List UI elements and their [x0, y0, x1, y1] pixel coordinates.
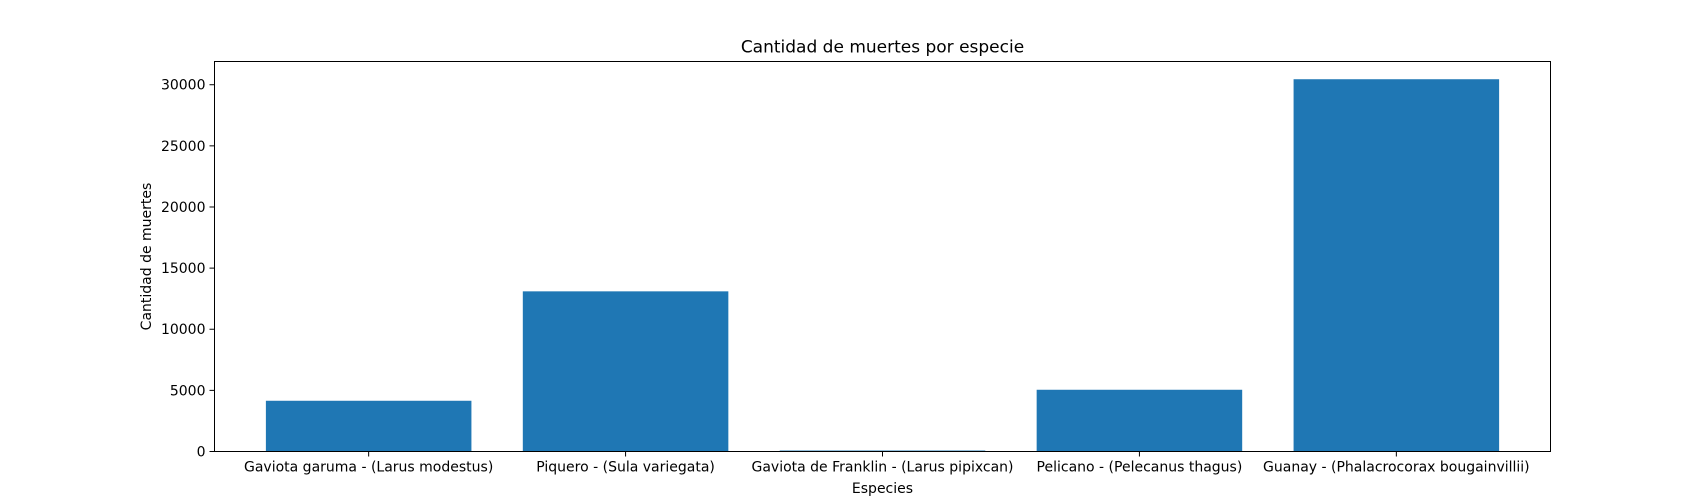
y-tick-label-5: 25000 [161, 139, 206, 155]
x-tick-label-3: Pelicano - (Pelecanus thagus) [1037, 460, 1243, 476]
y-axis-label: Cantidad de muertes [139, 183, 155, 331]
y-ticks-group: 0 5000 10000 15000 20000 25000 30000 [161, 78, 215, 461]
x-axis-label: Especies [852, 481, 913, 497]
y-tick-label-0: 0 [197, 445, 206, 461]
y-tick-label-2: 10000 [161, 322, 206, 338]
bar-4 [1293, 79, 1500, 452]
bar-1 [522, 291, 729, 452]
x-tick-label-4: Guanay - (Phalacrocorax bougainvillii) [1263, 460, 1530, 476]
chart-title: Cantidad de muertes por especie [741, 38, 1024, 58]
bars-group [265, 79, 1500, 452]
y-tick-label-6: 30000 [161, 78, 206, 94]
y-tick-label-3: 15000 [161, 261, 206, 277]
bar-0 [265, 400, 472, 452]
bar-3 [1036, 389, 1243, 452]
x-ticks-group: Gaviota garuma - (Larus modestus) Piquero… [244, 451, 1530, 476]
x-tick-label-1: Piquero - (Sula variegata) [536, 460, 715, 476]
y-tick-label-4: 20000 [161, 200, 206, 216]
y-tick-label-1: 5000 [170, 383, 206, 399]
plot-frame [214, 61, 1551, 452]
x-tick-label-0: Gaviota garuma - (Larus modestus) [244, 460, 493, 476]
x-tick-label-2: Gaviota de Franklin - (Larus pipixcan) [751, 460, 1013, 476]
